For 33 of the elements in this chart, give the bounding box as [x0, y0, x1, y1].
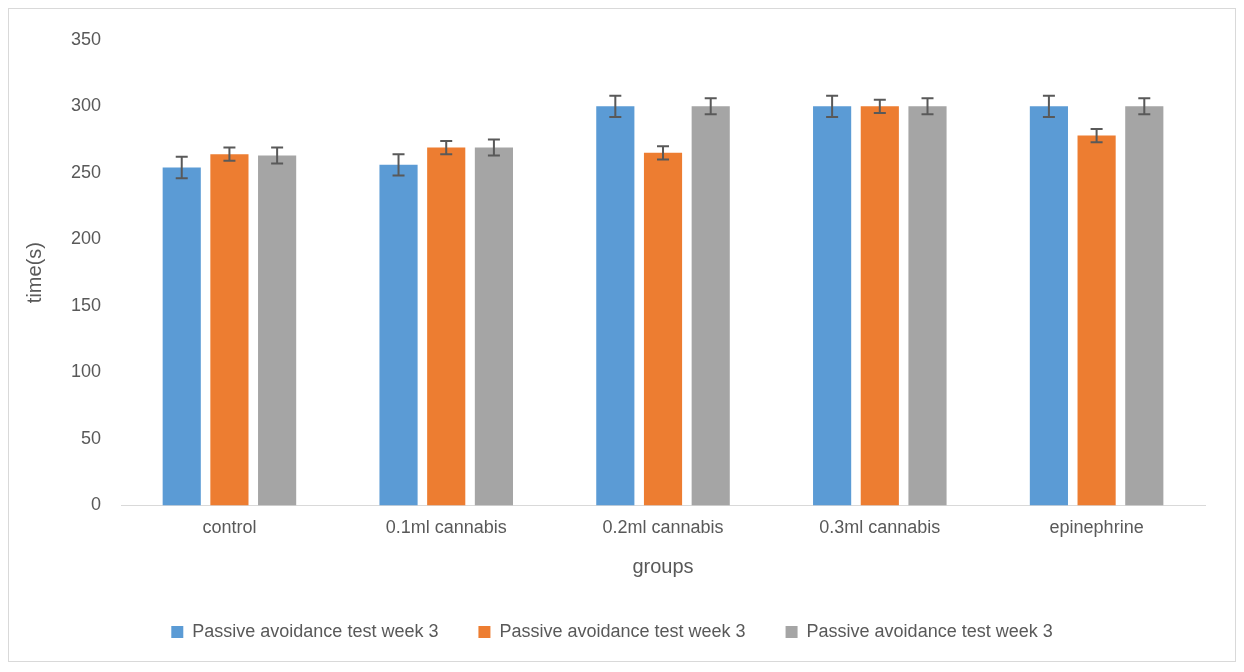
- bar: [1125, 106, 1164, 506]
- x-tick-label: 0.1ml cannabis: [385, 517, 507, 538]
- bar: [643, 152, 683, 506]
- y-tick-label: 300: [70, 95, 102, 116]
- bar: [860, 106, 899, 506]
- legend-label: Passive avoidance test week 3: [806, 620, 1053, 641]
- bar: [379, 164, 418, 506]
- y-tick-label: 200: [70, 228, 102, 249]
- bar: [813, 106, 852, 506]
- bar: [210, 154, 249, 506]
- legend-label: Passive avoidance test week 3: [192, 620, 439, 641]
- x-tick-label: epinephrine: [1049, 517, 1144, 538]
- bar: [1077, 135, 1116, 506]
- y-tick-label: 50: [81, 427, 102, 448]
- y-tick-label: 0: [91, 494, 102, 515]
- bar: [474, 147, 513, 506]
- bar: [1029, 106, 1068, 506]
- y-tick-label: 100: [70, 361, 102, 382]
- x-tick-label: 0.2ml cannabis: [602, 517, 724, 538]
- x-tick-label: 0.3ml cannabis: [819, 517, 941, 538]
- bar: [596, 106, 635, 506]
- bar: [162, 167, 201, 506]
- bar: [691, 106, 730, 506]
- bar: [258, 155, 297, 506]
- legend-label: Passive avoidance test week 3: [499, 620, 746, 641]
- bar: [427, 147, 466, 506]
- x-tick-label: control: [202, 517, 257, 538]
- y-axis-title: time(s): [22, 242, 45, 304]
- y-tick-label: 250: [70, 161, 102, 182]
- bar: [908, 106, 947, 506]
- y-tick-label: 150: [70, 294, 102, 315]
- y-tick-label: 350: [70, 28, 102, 49]
- x-axis-title: groups: [632, 554, 694, 577]
